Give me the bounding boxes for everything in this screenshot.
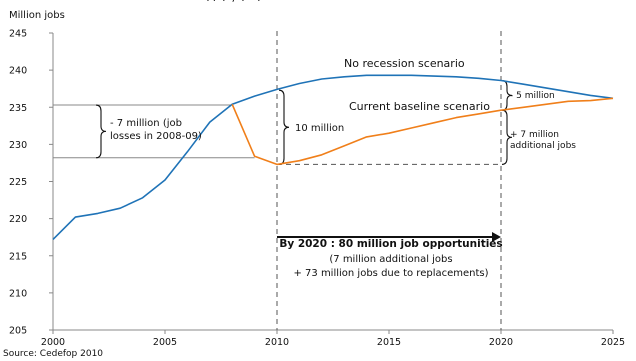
y-axis-title: Million jobs [9,10,65,21]
tick-labels: 205 210 215 220 225 230 235 240 245 2000 2005 2010 2… [9,29,625,349]
y-tick-label: 220 [9,214,27,225]
annotation-by2020-1: By 2020 : 80 million job opportunities [279,238,502,250]
source-note: Source: Cedefop 2010 [3,349,104,359]
y-tick-label: 210 [9,288,27,299]
clipped-title-fragment: . . . , . . [200,0,260,4]
y-tick-label: 225 [9,177,27,188]
y-tick-label: 215 [9,251,27,262]
annotation-by2020-3: + 73 million jobs due to replacements) [293,268,488,279]
five-million-brace [501,79,513,111]
ten-million-brace [278,89,290,165]
annotation-plus7-1: + 7 million [510,130,559,140]
y-tick-label: 230 [9,140,27,151]
y-tick-label: 240 [9,66,27,77]
x-tick-label: 2015 [377,337,401,348]
x-tick-label: 2010 [265,337,289,348]
annotation-job-losses-2: losses in 2008-09) [110,131,202,142]
annotation-five-million: - 5 million [510,91,555,101]
plus7-brace [501,109,513,165]
annotation-by2020-2: (7 million additional jobs [329,254,452,265]
x-tick-label: 2005 [153,337,177,348]
y-tick-label: 235 [9,103,27,114]
x-tick-label: 2025 [601,337,625,348]
x-tick-label: 2000 [41,337,65,348]
period-arrow-head [492,232,501,242]
annotation-ten-million: 10 million [295,123,344,134]
annotation-baseline: Current baseline scenario [349,100,490,113]
chart-axes [49,32,614,334]
y-tick-label: 245 [9,29,27,40]
annotation-job-losses-1: - 7 million (job [110,118,182,129]
annotation-brackets [53,79,513,242]
annotation-plus7-2: additional jobs [510,141,576,151]
y-tick-label: 205 [9,326,27,337]
job-losses-brace [95,104,107,159]
annotation-no-recession: No recession scenario [344,57,465,70]
series-line-baseline [231,97,614,166]
series-lines [52,74,614,240]
x-tick-label: 2020 [489,337,513,348]
series-line-no-recession [52,74,614,240]
